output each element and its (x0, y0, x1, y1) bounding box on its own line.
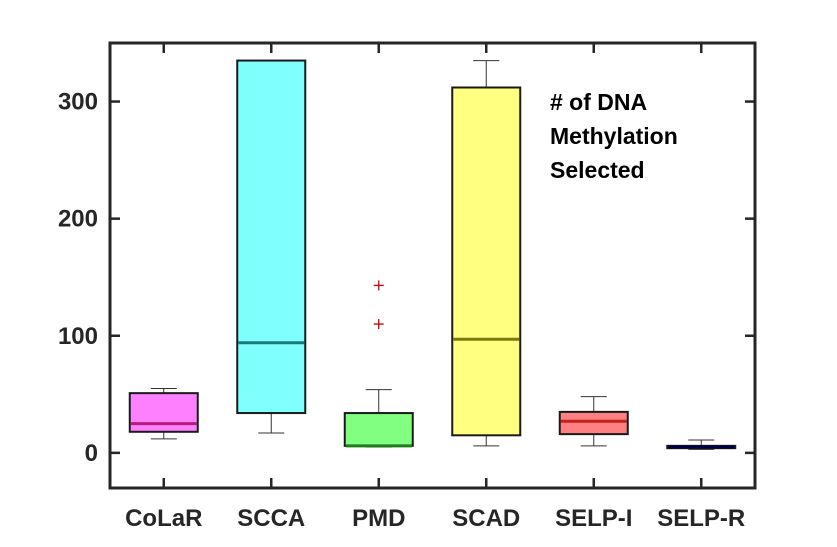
annotation-line-3: Selected (550, 157, 645, 183)
plot-area (110, 43, 755, 488)
box-body (236, 59, 307, 415)
box-scad (451, 60, 522, 447)
box-selp-i (558, 396, 629, 447)
annotation-line-2: Methylation (550, 123, 678, 149)
box-selp-r (666, 439, 737, 450)
outlier-marker (373, 319, 384, 330)
x-tick-label: CoLaR (125, 505, 202, 532)
x-axis: CoLaR SCCA PMD SCAD SELP-I SELP-R (125, 43, 745, 532)
x-tick-label: SCCA (237, 505, 305, 532)
box-body (343, 412, 414, 447)
box-pmd (343, 280, 414, 448)
y-tick-label: 100 (58, 323, 98, 350)
box-body (128, 392, 199, 433)
box-colar (128, 387, 199, 440)
y-axis: 0 100 200 300 (58, 89, 755, 467)
y-tick-label: 300 (58, 89, 98, 116)
y-tick-label: 200 (58, 206, 98, 233)
x-tick-label: SELP-I (555, 505, 632, 532)
box-body (558, 410, 629, 436)
y-tick-label: 0 (85, 440, 98, 467)
box-body (451, 86, 522, 437)
plot-frame (108, 41, 757, 490)
box-scca (236, 59, 307, 434)
annotation-line-1: # of DNA (550, 89, 647, 115)
x-tick-label: PMD (352, 505, 405, 532)
box-series (128, 59, 737, 450)
outlier-marker (373, 280, 384, 291)
x-tick-label: SELP-R (657, 505, 745, 532)
x-tick-label: SCAD (452, 505, 520, 532)
